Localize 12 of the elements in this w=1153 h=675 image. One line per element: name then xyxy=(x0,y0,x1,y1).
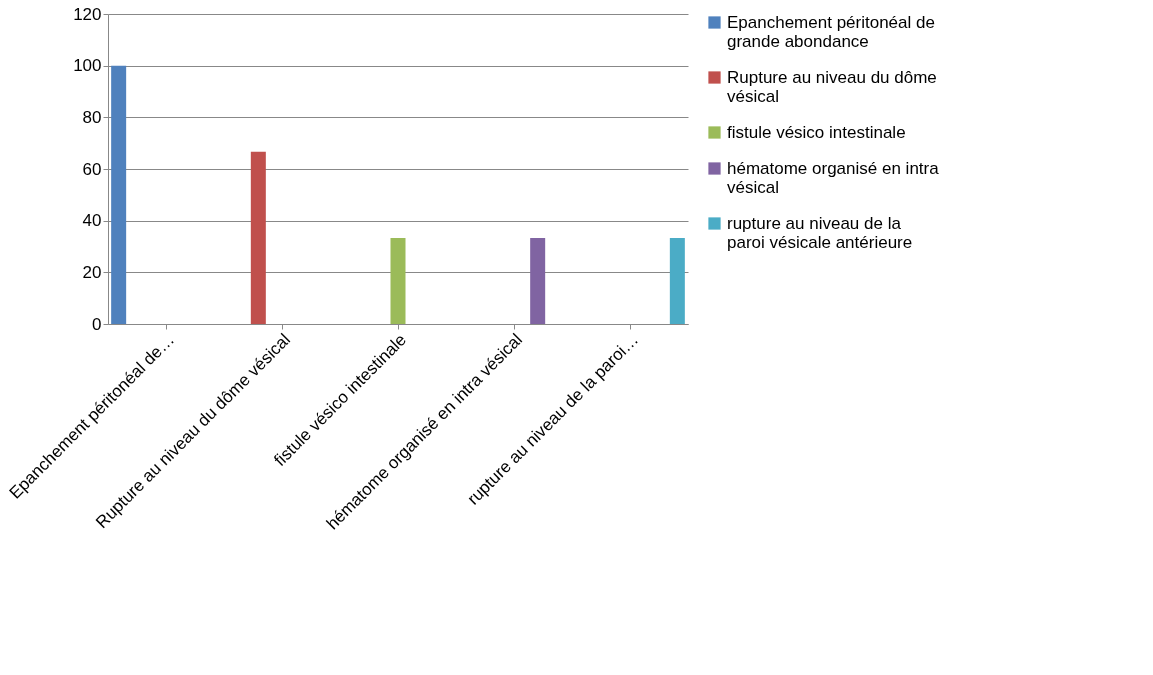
y-tick-label: 20 xyxy=(82,262,102,282)
y-tick-label: 120 xyxy=(73,4,102,24)
legend-label: Rupture au niveau du dôme vésical xyxy=(727,67,937,106)
y-tick-label: 100 xyxy=(73,56,102,76)
y-tick-label: 60 xyxy=(82,159,102,179)
y-tick-label: 40 xyxy=(82,211,102,231)
y-tick-label: 80 xyxy=(82,107,102,127)
legend-label: hématome organisé en intra vésical xyxy=(727,158,940,197)
legend-label: Epanchement péritonéal de grande abondance xyxy=(727,12,935,51)
legend-label: rupture au niveau de la paroi vésicale antérieure xyxy=(727,213,913,252)
y-tick-label: 0 xyxy=(92,314,102,334)
legend-label: fistule vésico intestinale xyxy=(727,122,906,142)
